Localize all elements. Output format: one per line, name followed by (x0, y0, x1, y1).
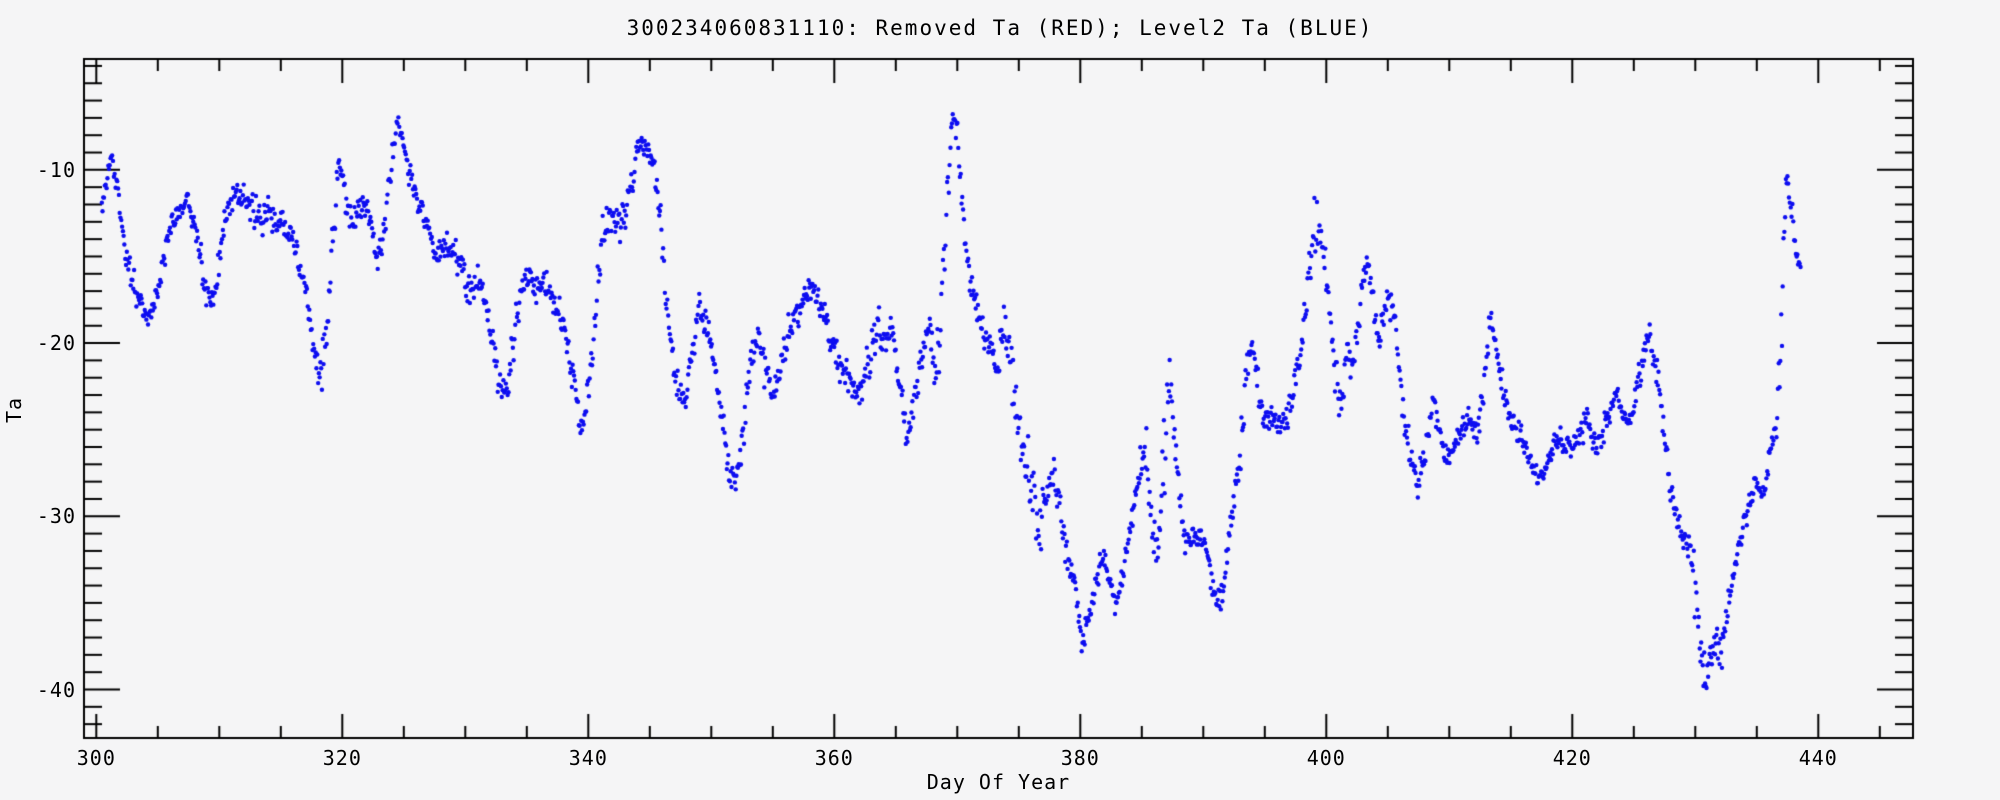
y-tick-label: -10 (36, 157, 76, 182)
x-tick-label: 420 (1552, 746, 1592, 770)
x-tick-label: 300 (76, 746, 116, 770)
x-tick-label: 360 (814, 746, 854, 770)
y-tick-label: -40 (36, 677, 76, 702)
y-tick-label: -30 (36, 504, 76, 529)
x-tick-label: 440 (1798, 746, 1838, 770)
x-tick-label: 380 (1060, 746, 1100, 770)
y-axis-title: Ta (2, 396, 26, 424)
x-tick-label: 320 (322, 746, 362, 770)
x-tick-label: 400 (1306, 746, 1346, 770)
y-tick-label: -20 (36, 331, 76, 356)
chart-title: 300234060831110: Removed Ta (RED); Level… (626, 16, 1374, 40)
x-axis-title: Day Of Year (926, 770, 1071, 794)
x-tick-label: 340 (568, 746, 608, 770)
